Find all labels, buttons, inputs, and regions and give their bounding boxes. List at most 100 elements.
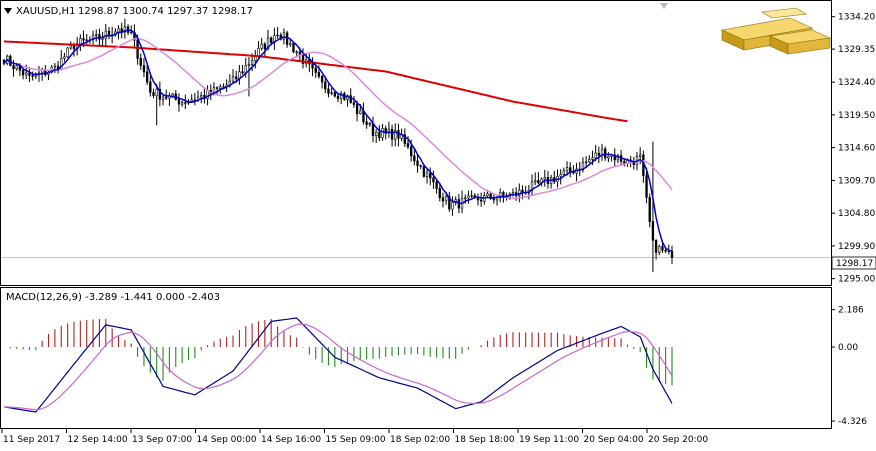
candle [562, 167, 566, 176]
candle [165, 89, 168, 101]
candle [145, 64, 149, 85]
price-tick-label: 1314.60 [838, 144, 875, 154]
candle [28, 67, 31, 83]
candle [215, 86, 219, 94]
candle [260, 37, 263, 51]
time-axis: 11 Sep 2017 12 Sep 14:00 13 Sep 07:00 14 Se… [1, 429, 708, 445]
candle [190, 94, 193, 103]
candle [53, 63, 57, 73]
candle [155, 83, 158, 126]
candle [177, 93, 181, 112]
candle [651, 141, 655, 272]
candle [448, 191, 451, 212]
candle [79, 34, 82, 52]
candle [320, 74, 324, 89]
price-tick-label: 1334.20 [838, 13, 875, 23]
macd-line [3, 317, 673, 413]
candle [152, 88, 155, 99]
candle [584, 156, 588, 168]
candle [282, 28, 286, 45]
candle [123, 18, 127, 39]
candle [438, 184, 441, 202]
candle [378, 125, 381, 142]
candle [352, 95, 356, 108]
candle [66, 47, 69, 58]
chart-shift-marker-icon[interactable] [660, 3, 668, 9]
candle [247, 57, 251, 97]
candle [180, 100, 184, 107]
symbol-label: XAUUSD,H1 [16, 6, 75, 17]
macd-axis: 2.186 0.00 -4.326 [831, 306, 867, 427]
candle [425, 167, 429, 184]
candle [565, 161, 569, 176]
gold-bars-icon [720, 7, 832, 55]
candle [200, 91, 203, 104]
candle [658, 244, 661, 256]
candle [231, 69, 235, 83]
candle [355, 100, 359, 122]
candle [413, 148, 416, 166]
candle [31, 71, 34, 81]
price-tick-label: 1319.50 [838, 111, 875, 121]
macd-lines [3, 317, 673, 413]
price-tick-label: 1324.40 [838, 78, 875, 88]
ma-fast-line [3, 29, 673, 253]
candle [518, 183, 521, 203]
candle [91, 30, 95, 45]
candle [390, 124, 394, 147]
price-tick-label: 1304.80 [838, 209, 875, 219]
candle [368, 121, 371, 127]
time-tick-label: 19 Sep 11:00 [519, 435, 579, 445]
time-tick-label: 20 Sep 04:00 [584, 435, 644, 445]
ma-slow-line [3, 40, 628, 123]
candle [422, 164, 426, 178]
candle [330, 87, 333, 96]
candle [537, 172, 540, 185]
candle [416, 154, 419, 173]
time-tick-label: 20 Sep 20:00 [648, 435, 708, 445]
candle [241, 64, 244, 75]
candle [429, 167, 432, 186]
candle [441, 192, 445, 208]
candle [327, 83, 330, 98]
candle [85, 34, 88, 46]
candle [470, 190, 473, 199]
candles [2, 18, 674, 272]
candle [569, 162, 572, 178]
current-price-label: 1298.17 [836, 259, 873, 269]
candle [276, 27, 279, 39]
candle [419, 164, 422, 170]
candle [464, 194, 467, 204]
time-tick-label: 14 Sep 16:00 [261, 435, 321, 445]
candle [139, 53, 142, 70]
candle [292, 41, 295, 54]
price-tick-label: 1295.00 [838, 275, 875, 285]
current-price-box [831, 256, 876, 270]
time-tick-label: 15 Sep 09:00 [326, 435, 386, 445]
candle [648, 193, 651, 228]
candle [432, 170, 435, 189]
collapse-triangle-icon[interactable] [4, 8, 12, 14]
candle [479, 192, 483, 207]
candle [311, 57, 314, 77]
macd-label: MACD(12,26,9) -3.289 -1.441 0.000 -2.403 [6, 292, 220, 303]
candle [184, 94, 187, 110]
candle [142, 58, 146, 78]
candle [467, 190, 470, 204]
candle [543, 169, 546, 187]
signal-line [3, 323, 673, 411]
time-tick-label: 11 Sep 2017 [3, 435, 60, 445]
time-tick-label: 14 Sep 00:00 [197, 435, 257, 445]
macd-panel[interactable] [0, 287, 832, 429]
candle [365, 116, 368, 129]
candle [101, 31, 104, 47]
candle [95, 29, 98, 42]
candle [381, 124, 384, 141]
time-tick-label: 18 Sep 18:00 [455, 435, 515, 445]
candle [435, 179, 438, 194]
candle [375, 129, 378, 144]
candle [654, 239, 658, 260]
ohlc-label: 1298.87 1300.74 1297.37 1298.17 [78, 6, 253, 17]
candle [149, 75, 152, 97]
